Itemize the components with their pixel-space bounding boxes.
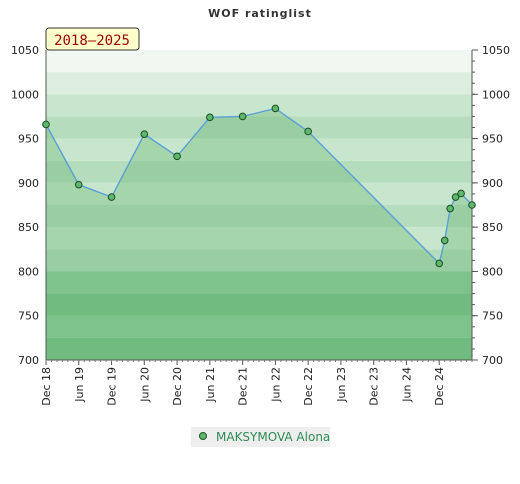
y-tick-label-right: 800	[482, 265, 503, 278]
y-tick-label-left: 1000	[11, 88, 39, 101]
data-point	[140, 130, 149, 138]
grid-band	[46, 138, 472, 161]
x-tick-label: Jun 22	[269, 367, 282, 403]
data-point	[451, 193, 460, 201]
x-tick-label: Dec 24	[433, 367, 446, 406]
legend-box	[191, 427, 330, 447]
grid-band	[46, 293, 472, 316]
grid-band	[46, 160, 472, 183]
legend-series-name: MAKSYMOVA Alona	[216, 430, 330, 444]
y-ticks-left: 700 750 800 850 900 950 1000 1050	[11, 44, 39, 367]
period-badge-box	[45, 27, 140, 51]
data-point	[304, 127, 312, 136]
y-tick-label-left: 1050	[11, 44, 39, 57]
data-point	[173, 152, 181, 161]
y-tick-label-right: 850	[482, 221, 503, 234]
x-tick-label: Dec 23	[368, 367, 381, 406]
period-badge: 2018–2025	[45, 27, 140, 51]
y-tick-label-left: 800	[18, 265, 39, 278]
x-tick-label: Jun 23	[335, 367, 348, 403]
y-tick-label-left: 900	[18, 177, 39, 190]
x-tick-label: Dec 19	[106, 367, 119, 406]
y-tick-label-right: 700	[482, 354, 503, 367]
data-point	[74, 180, 83, 189]
y-tick-label-right: 1000	[482, 88, 510, 101]
background-bands	[46, 50, 472, 360]
data-point	[42, 120, 50, 129]
x-tick-label: Dec 20	[171, 367, 184, 406]
grid-band	[46, 337, 472, 360]
chart-title: WOF ratinglist	[208, 7, 312, 20]
y-ticks-right: 700 750 800 850 900 950 1000 1050	[472, 44, 510, 367]
series-area-fill	[46, 108, 472, 360]
data-point	[468, 201, 476, 209]
y-tick-label-left: 850	[18, 221, 39, 234]
data-point	[457, 189, 465, 198]
legend[interactable]: MAKSYMOVA Alona	[191, 427, 330, 447]
data-point	[271, 104, 280, 113]
x-tick-label: Dec 22	[302, 367, 315, 406]
data-point	[435, 259, 444, 268]
grid-band	[46, 116, 472, 139]
y-tick-label-left: 700	[18, 354, 39, 367]
grid-band	[46, 271, 472, 294]
x-tick-label: Jun 20	[138, 367, 151, 403]
y-tick-label-left: 950	[18, 133, 39, 146]
x-tick-label: Jun 19	[73, 367, 86, 403]
y-tick-label-right: 1050	[482, 44, 510, 57]
period-label: 2018–2025	[54, 33, 130, 49]
grid-band	[46, 205, 472, 228]
x-tick-label: Jun 24	[400, 367, 413, 403]
legend-marker-icon	[199, 432, 207, 440]
x-ticks: Dec 18 Jun 19 Dec 19 Jun 20 Dec 20 Jun 21 Dec …	[40, 360, 473, 406]
y-tick-label-right: 750	[482, 310, 503, 323]
y-tick-label-right: 950	[482, 133, 503, 146]
data-point	[206, 113, 214, 122]
data-point	[440, 236, 449, 245]
data-points	[42, 104, 476, 268]
x-tick-label: Dec 18	[40, 367, 53, 406]
grid-band	[46, 72, 472, 95]
data-point	[107, 193, 116, 201]
grid-band	[46, 315, 472, 338]
data-point	[446, 204, 454, 213]
y-tick-label-right: 900	[482, 177, 503, 190]
grid-band	[46, 227, 472, 250]
area-fill-layer	[46, 108, 472, 360]
y-tick-label-left: 750	[18, 310, 39, 323]
grid-band	[46, 249, 472, 272]
x-tick-label: Dec 21	[237, 367, 250, 406]
data-point	[238, 112, 247, 121]
grid-band	[46, 50, 472, 73]
grid-band	[46, 94, 472, 117]
x-tick-label: Jun 21	[204, 367, 217, 403]
